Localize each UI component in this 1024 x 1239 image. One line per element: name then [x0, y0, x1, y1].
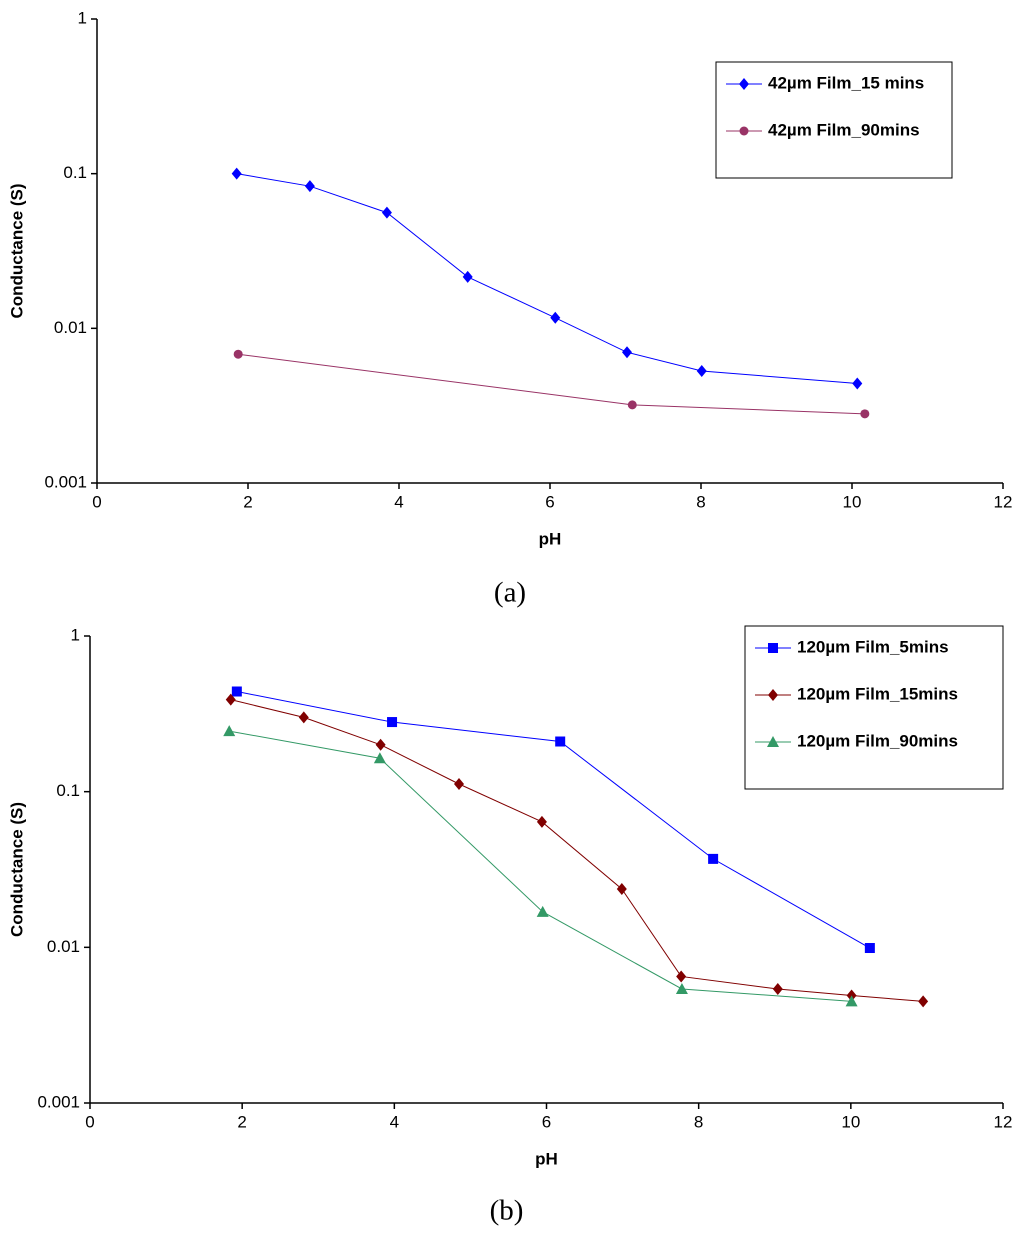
x-tick-label: 8	[694, 1112, 703, 1131]
y-tick-label: 0.001	[37, 1092, 80, 1111]
marker	[375, 738, 386, 751]
legend: 120µm Film_5mins 120µm Film_15mins 120µm F…	[744, 625, 1004, 790]
marker	[231, 686, 242, 697]
y-tick-label: 1	[71, 625, 80, 644]
x-tick-label: 2	[237, 1112, 246, 1131]
y-tick-label: 0.1	[63, 163, 87, 182]
x-tick-label: 6	[542, 1112, 551, 1131]
marker	[223, 725, 236, 737]
marker	[845, 995, 858, 1007]
x-tick-label: 8	[696, 492, 705, 511]
x-tick-label: 12	[994, 492, 1013, 511]
legend: 42µm Film_15 mins 42µm Film_90mins	[715, 61, 953, 179]
y-axis-label: Conductance (S)	[7, 802, 26, 937]
marker	[233, 349, 243, 359]
marker	[627, 400, 637, 410]
series-line	[238, 353, 865, 415]
x-tick-label: 0	[85, 1112, 94, 1131]
legend-box	[744, 625, 1004, 790]
marker	[739, 78, 749, 90]
marker	[767, 736, 779, 747]
marker	[550, 311, 561, 324]
y-tick-label: 0.01	[47, 937, 80, 956]
caption: (b)	[490, 1195, 524, 1227]
marker	[675, 982, 688, 994]
x-axis-label: pH	[535, 1149, 558, 1168]
x-tick-label: 6	[545, 492, 554, 511]
marker	[864, 943, 875, 954]
legend-label: 120µm Film_15mins	[797, 684, 958, 703]
legend-box	[715, 61, 953, 179]
marker	[696, 364, 707, 377]
x-tick-label: 12	[994, 1112, 1013, 1131]
marker	[231, 167, 242, 180]
marker	[852, 377, 863, 390]
marker	[298, 711, 309, 724]
x-tick-label: 10	[841, 1112, 860, 1131]
marker	[536, 905, 549, 917]
x-tick-label: 0	[92, 492, 101, 511]
marker	[772, 982, 783, 995]
marker	[918, 995, 929, 1008]
y-axis-label: Conductance (S)	[7, 183, 26, 318]
legend-label: 120µm Film_90mins	[797, 731, 958, 750]
marker	[708, 853, 719, 864]
marker	[768, 689, 778, 701]
marker	[373, 752, 386, 764]
y-tick-label: 0.01	[54, 318, 87, 337]
x-tick-label: 4	[390, 1112, 399, 1131]
y-tick-label: 1	[78, 8, 87, 27]
marker	[860, 409, 870, 419]
y-tick-label: 0.1	[56, 781, 80, 800]
marker	[676, 970, 687, 983]
marker	[622, 346, 633, 359]
x-tick-label: 10	[843, 492, 862, 511]
marker	[225, 693, 236, 706]
legend-label: 42µm Film_90mins	[768, 120, 920, 139]
x-tick-label: 4	[394, 492, 403, 511]
marker	[462, 270, 473, 283]
legend-label: 120µm Film_5mins	[797, 637, 949, 656]
y-tick-label: 0.001	[44, 472, 87, 491]
series-line	[236, 173, 858, 384]
marker	[454, 778, 465, 791]
marker	[555, 736, 566, 747]
marker	[381, 206, 392, 219]
legend-label: 42µm Film_15 mins	[768, 73, 924, 92]
marker	[768, 643, 778, 653]
marker	[739, 126, 749, 136]
marker	[304, 180, 315, 193]
marker	[387, 717, 398, 728]
caption: (a)	[494, 577, 526, 609]
series-line	[230, 699, 924, 1002]
x-tick-label: 2	[243, 492, 252, 511]
x-axis-label: pH	[539, 529, 562, 548]
marker	[616, 882, 627, 895]
marker	[536, 815, 547, 828]
